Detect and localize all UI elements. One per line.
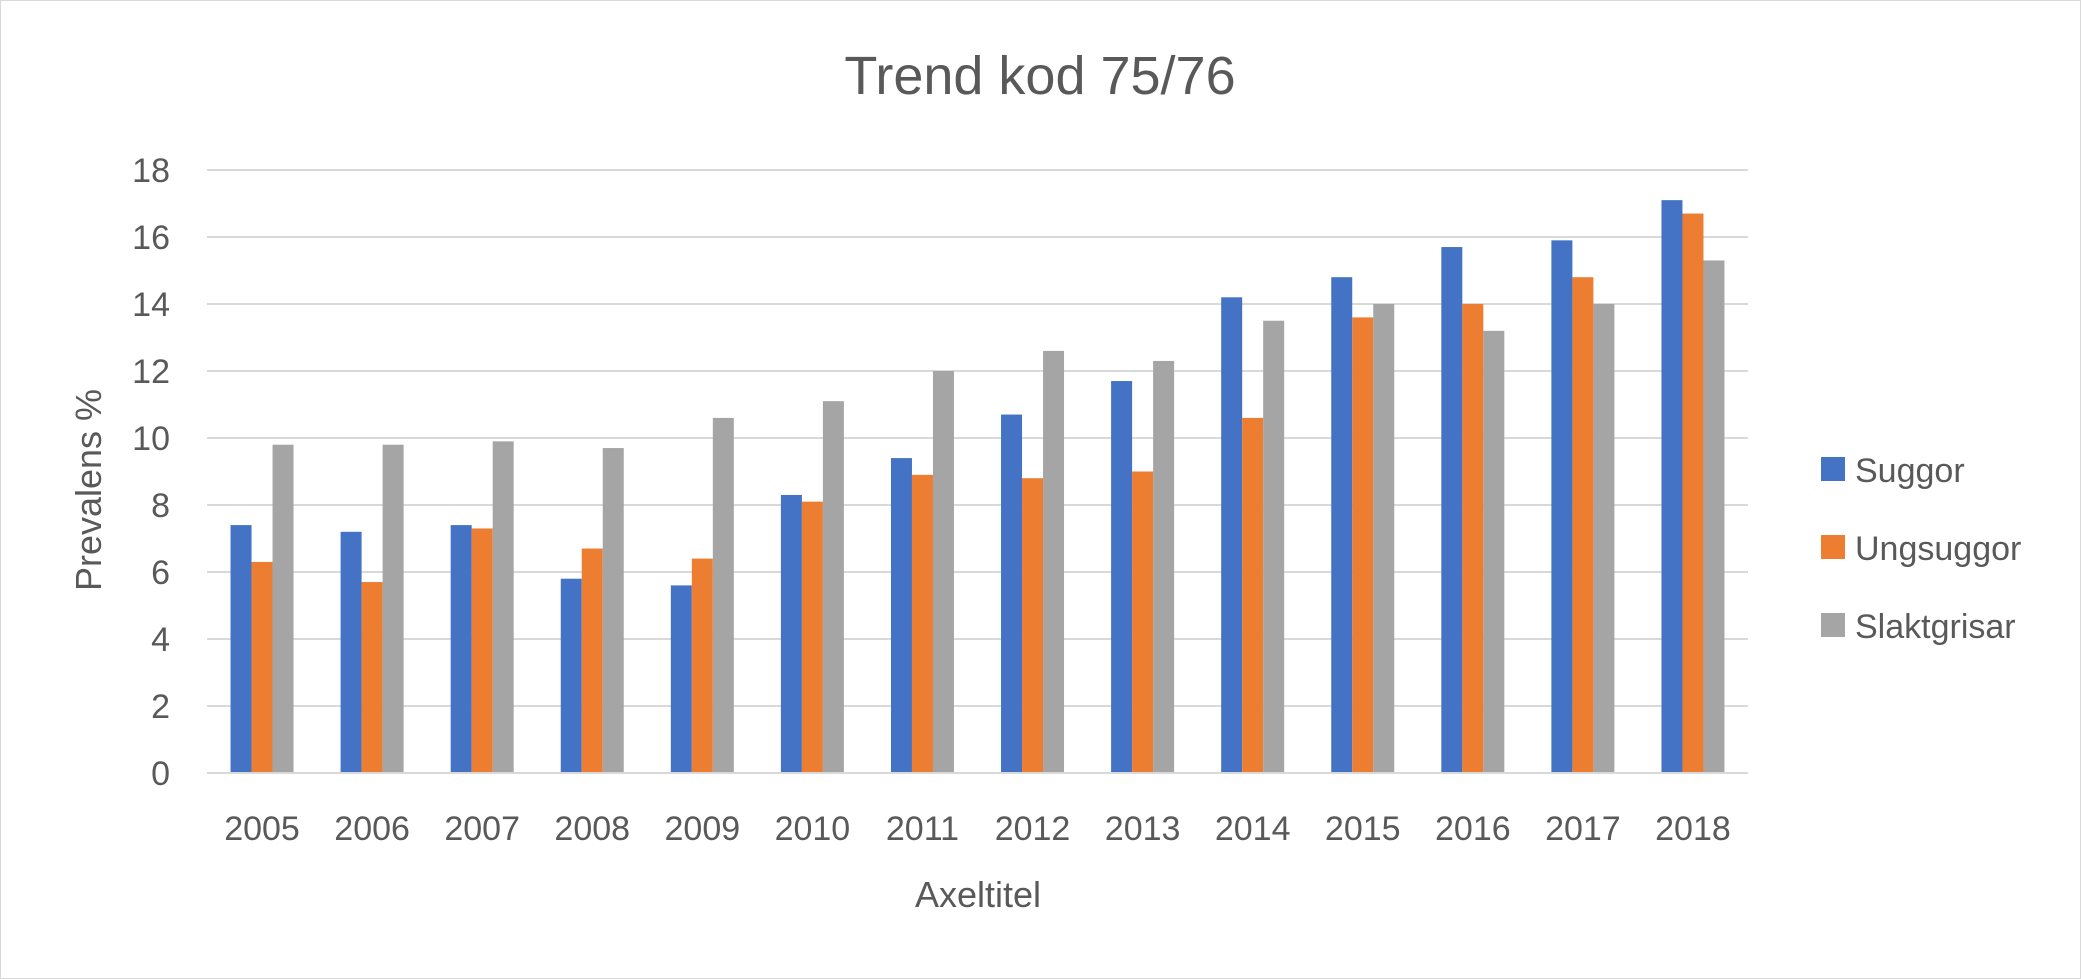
bar-ungsuggor-2008 xyxy=(581,548,603,773)
legend-swatch-suggor xyxy=(1821,457,1845,481)
x-axis-label: Axeltitel xyxy=(915,874,1041,915)
bar-slaktgrisar-2013 xyxy=(1153,360,1175,773)
legend-swatch-ungsuggor xyxy=(1821,535,1845,559)
y-tick-label: 4 xyxy=(151,621,170,659)
bar-suggor-2005 xyxy=(230,525,252,773)
bar-ungsuggor-2007 xyxy=(471,528,493,773)
legend-swatch-slaktgrisar xyxy=(1821,613,1845,637)
bar-slaktgrisar-2012 xyxy=(1043,350,1065,773)
bar-slaktgrisar-2018 xyxy=(1703,260,1725,773)
bar-ungsuggor-2016 xyxy=(1462,304,1484,773)
x-tick-label: 2018 xyxy=(1655,810,1731,848)
y-tick-label: 12 xyxy=(132,353,170,391)
x-tick-label: 2013 xyxy=(1105,810,1181,848)
bar-suggor-2018 xyxy=(1661,200,1683,773)
legend: Suggor Ungsuggor Slaktgrisar xyxy=(1821,452,2021,646)
bar-slaktgrisar-2009 xyxy=(712,417,734,773)
bar-ungsuggor-2005 xyxy=(251,561,273,773)
bar-suggor-2009 xyxy=(670,585,692,773)
bar-slaktgrisar-2016 xyxy=(1483,330,1505,773)
bar-ungsuggor-2012 xyxy=(1022,478,1044,773)
bar-slaktgrisar-2015 xyxy=(1373,304,1395,773)
bars xyxy=(230,200,1725,774)
x-tick-label: 2010 xyxy=(775,810,851,848)
y-tick-label: 18 xyxy=(132,152,170,190)
x-tick-label: 2012 xyxy=(995,810,1071,848)
bar-ungsuggor-2006 xyxy=(361,582,383,773)
bar-ungsuggor-2009 xyxy=(691,558,713,773)
bar-suggor-2012 xyxy=(1001,414,1023,773)
bar-ungsuggor-2011 xyxy=(911,474,933,773)
bar-ungsuggor-2013 xyxy=(1132,471,1154,773)
x-tick-label: 2011 xyxy=(886,810,959,848)
bar-suggor-2013 xyxy=(1111,381,1133,773)
x-tick-label: 2008 xyxy=(554,810,630,848)
y-axis-label: Prevalens % xyxy=(68,389,109,591)
gridlines xyxy=(207,169,1748,707)
bar-suggor-2015 xyxy=(1331,277,1353,773)
bar-ungsuggor-2018 xyxy=(1682,213,1704,774)
bar-slaktgrisar-2006 xyxy=(382,444,404,773)
bar-ungsuggor-2010 xyxy=(801,501,823,773)
bar-slaktgrisar-2010 xyxy=(822,401,844,773)
bar-slaktgrisar-2014 xyxy=(1263,320,1285,773)
bar-suggor-2006 xyxy=(340,531,362,773)
x-tick-label: 2005 xyxy=(224,810,300,848)
bar-suggor-2007 xyxy=(450,525,472,773)
bar-ungsuggor-2017 xyxy=(1572,277,1594,773)
x-tick-label: 2006 xyxy=(334,810,410,848)
bar-ungsuggor-2015 xyxy=(1352,317,1374,773)
bar-slaktgrisar-2005 xyxy=(272,444,294,773)
x-tick-label: 2009 xyxy=(665,810,741,848)
x-tick-label: 2007 xyxy=(444,810,520,848)
bar-slaktgrisar-2011 xyxy=(932,371,954,773)
chart-title: Trend kod 75/76 xyxy=(844,46,1235,106)
bar-slaktgrisar-2017 xyxy=(1593,304,1615,773)
legend-label: Slaktgrisar xyxy=(1855,608,2016,646)
bar-suggor-2017 xyxy=(1551,240,1573,774)
y-axis-ticks: 0 2 4 6 8 10 12 14 16 18 xyxy=(132,152,170,793)
bar-slaktgrisar-2008 xyxy=(602,448,624,773)
bar-suggor-2010 xyxy=(780,494,802,773)
bar-suggor-2014 xyxy=(1221,297,1243,773)
y-tick-label: 6 xyxy=(151,554,170,592)
x-axis-ticks: 2005 2006 2007 2008 2009 2010 2011 2012 2013 2014… xyxy=(224,810,1731,848)
y-tick-label: 2 xyxy=(151,688,170,726)
legend-label: Suggor xyxy=(1855,452,1965,490)
bar-slaktgrisar-2007 xyxy=(492,441,514,773)
y-tick-label: 16 xyxy=(132,219,170,257)
bar-suggor-2008 xyxy=(560,578,582,773)
legend-label: Ungsuggor xyxy=(1855,530,2021,568)
y-tick-label: 8 xyxy=(151,487,170,525)
bar-suggor-2016 xyxy=(1441,247,1463,774)
x-tick-label: 2016 xyxy=(1435,810,1511,848)
x-tick-label: 2017 xyxy=(1545,810,1621,848)
bar-ungsuggor-2014 xyxy=(1242,417,1264,773)
y-tick-label: 10 xyxy=(132,420,170,458)
x-tick-label: 2015 xyxy=(1325,810,1401,848)
y-tick-label: 14 xyxy=(132,286,170,324)
x-tick-label: 2014 xyxy=(1215,810,1291,848)
y-tick-label: 0 xyxy=(151,755,170,793)
bar-suggor-2011 xyxy=(890,458,912,773)
